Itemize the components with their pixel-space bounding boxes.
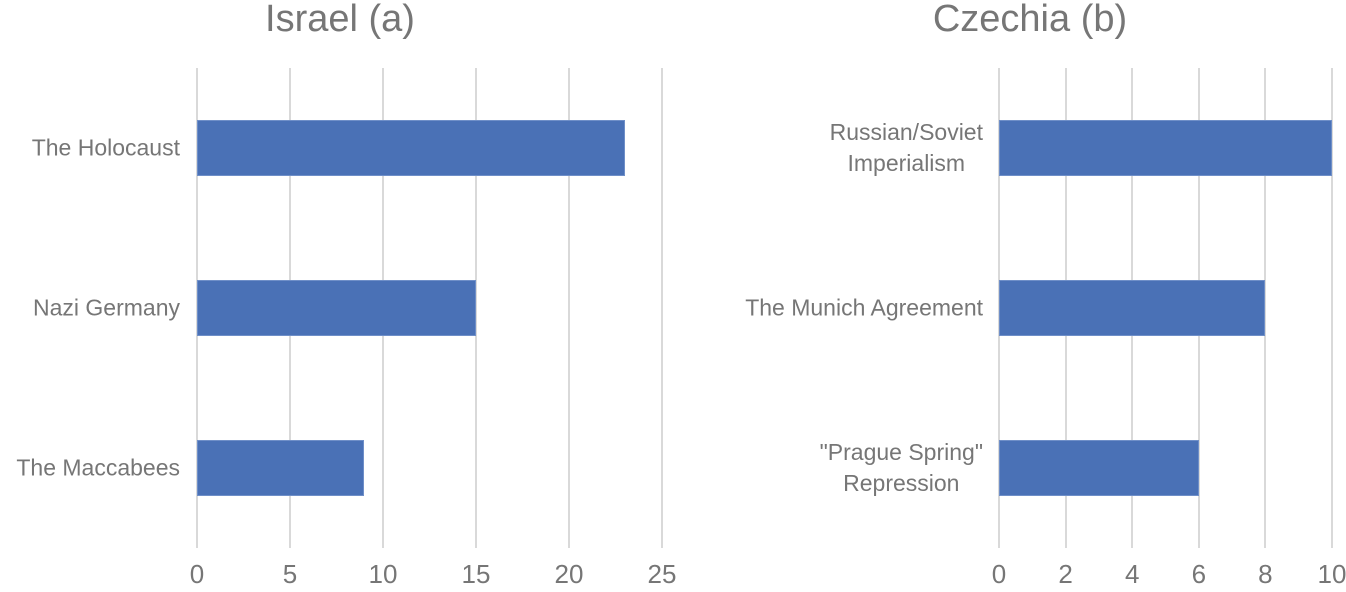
category-label-line: The Maccabees bbox=[16, 454, 180, 481]
category-label: The Munich Agreement bbox=[745, 293, 983, 324]
category-label: The Maccabees bbox=[16, 453, 180, 484]
x-tick-label: 4 bbox=[1124, 559, 1140, 589]
x-tick-label: 0 bbox=[991, 559, 1007, 589]
bar-israel bbox=[197, 280, 476, 336]
chart-title: Israel (a) bbox=[265, 0, 415, 40]
x-tick-label: 2 bbox=[1058, 559, 1073, 589]
bar-israel bbox=[197, 120, 625, 176]
gridline bbox=[568, 68, 570, 548]
gridline bbox=[1331, 68, 1333, 548]
category-label-line: Repression bbox=[843, 470, 960, 496]
bar-czechia bbox=[999, 280, 1266, 336]
category-label-line: The Holocaust bbox=[31, 134, 180, 161]
category-label: Russian/Soviet Imperialism bbox=[830, 117, 983, 179]
category-label: Nazi Germany bbox=[33, 293, 180, 324]
gridline bbox=[1264, 68, 1267, 548]
bar-czechia bbox=[999, 440, 1199, 496]
x-tick-label: 8 bbox=[1258, 559, 1273, 589]
bar-czechia bbox=[999, 120, 1332, 176]
category-label-line: The Munich Agreement bbox=[745, 294, 983, 321]
chart-title: Czechia (b) bbox=[932, 0, 1128, 40]
category-label-line: Russian/Soviet bbox=[829, 119, 983, 145]
x-tick-label: 6 bbox=[1191, 559, 1207, 589]
x-tick-label: 0 bbox=[189, 559, 205, 589]
bar-israel bbox=[197, 440, 365, 496]
x-tick-label: 5 bbox=[282, 559, 298, 589]
gridline bbox=[661, 68, 663, 548]
gridline bbox=[475, 68, 477, 548]
category-label-line: Imperialism bbox=[847, 150, 966, 176]
category-label: "Prague Spring" Repression bbox=[820, 437, 983, 499]
category-label-line: Nazi Germany bbox=[33, 294, 180, 321]
x-tick-label: 10 bbox=[1317, 559, 1346, 589]
category-label-line: "Prague Spring" bbox=[819, 439, 983, 465]
category-label: The Holocaust bbox=[32, 133, 180, 164]
